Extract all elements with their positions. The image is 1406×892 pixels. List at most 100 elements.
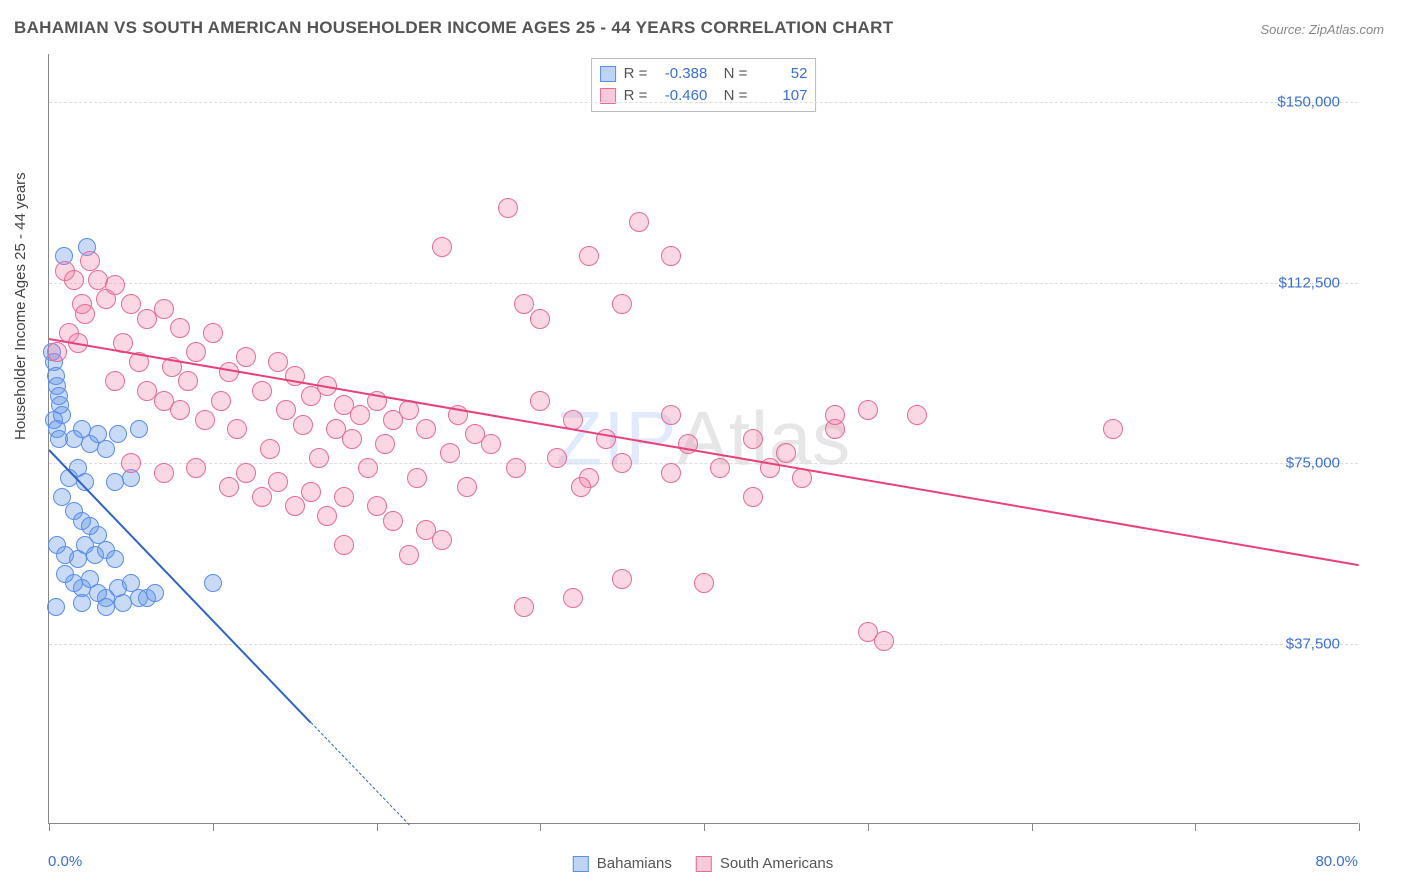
scatter-point-south_americans	[579, 246, 599, 266]
scatter-point-south_americans	[219, 477, 239, 497]
stats-r-value: -0.460	[655, 85, 707, 107]
scatter-point-south_americans	[563, 588, 583, 608]
scatter-point-south_americans	[186, 342, 206, 362]
x-tick	[49, 823, 50, 831]
x-tick	[1359, 823, 1360, 831]
scatter-point-south_americans	[743, 487, 763, 507]
scatter-point-south_americans	[506, 458, 526, 478]
x-axis-max-label: 80.0%	[1315, 853, 1358, 870]
scatter-point-south_americans	[276, 400, 296, 420]
scatter-point-bahamians	[109, 425, 127, 443]
legend-swatch	[573, 856, 589, 872]
scatter-point-south_americans	[612, 569, 632, 589]
scatter-point-south_americans	[105, 371, 125, 391]
scatter-point-bahamians	[204, 574, 222, 592]
gridline	[49, 102, 1358, 103]
scatter-point-south_americans	[530, 391, 550, 411]
scatter-point-south_americans	[457, 477, 477, 497]
scatter-point-south_americans	[874, 631, 894, 651]
scatter-point-south_americans	[75, 304, 95, 324]
chart-title: BAHAMIAN VS SOUTH AMERICAN HOUSEHOLDER I…	[14, 18, 893, 38]
scatter-point-south_americans	[661, 405, 681, 425]
scatter-point-south_americans	[268, 472, 288, 492]
stats-n-value: 52	[755, 63, 807, 85]
scatter-point-south_americans	[776, 443, 796, 463]
stats-r-label: R =	[624, 85, 648, 107]
scatter-point-south_americans	[514, 597, 534, 617]
scatter-point-south_americans	[285, 496, 305, 516]
scatter-point-south_americans	[170, 400, 190, 420]
stats-r-value: -0.388	[655, 63, 707, 85]
scatter-point-south_americans	[416, 419, 436, 439]
scatter-point-south_americans	[268, 352, 288, 372]
scatter-point-south_americans	[407, 468, 427, 488]
x-axis-min-label: 0.0%	[48, 853, 82, 870]
scatter-point-south_americans	[1103, 419, 1123, 439]
scatter-point-south_americans	[309, 448, 329, 468]
bottom-legend: Bahamians South Americans	[573, 855, 833, 872]
y-tick-label: $37,500	[1286, 635, 1340, 652]
scatter-point-south_americans	[547, 448, 567, 468]
gridline	[49, 283, 1358, 284]
scatter-point-south_americans	[154, 463, 174, 483]
x-tick	[1195, 823, 1196, 831]
scatter-point-south_americans	[383, 511, 403, 531]
legend-swatch	[696, 856, 712, 872]
scatter-point-south_americans	[432, 530, 452, 550]
scatter-point-south_americans	[481, 434, 501, 454]
x-tick	[1032, 823, 1033, 831]
scatter-point-south_americans	[186, 458, 206, 478]
scatter-point-south_americans	[367, 496, 387, 516]
y-axis-label: Householder Income Ages 25 - 44 years	[12, 172, 29, 440]
stats-n-label: N =	[715, 85, 747, 107]
scatter-point-south_americans	[154, 299, 174, 319]
scatter-point-south_americans	[293, 415, 313, 435]
legend-item-south_americans: South Americans	[696, 855, 833, 872]
scatter-point-bahamians	[106, 550, 124, 568]
stats-row-bahamians: R = -0.388 N = 52	[600, 63, 808, 85]
scatter-point-bahamians	[73, 594, 91, 612]
scatter-point-bahamians	[146, 584, 164, 602]
scatter-point-south_americans	[236, 463, 256, 483]
scatter-point-south_americans	[498, 198, 518, 218]
scatter-point-south_americans	[342, 429, 362, 449]
plot-area: ZIPAtlas R = -0.388 N = 52R = -0.460 N =…	[48, 54, 1358, 824]
scatter-point-south_americans	[227, 419, 247, 439]
scatter-point-south_americans	[743, 429, 763, 449]
x-tick	[213, 823, 214, 831]
y-tick-label: $75,000	[1286, 455, 1340, 472]
scatter-point-south_americans	[301, 482, 321, 502]
scatter-point-south_americans	[514, 294, 534, 314]
legend-label: South Americans	[720, 855, 833, 872]
scatter-point-south_americans	[252, 381, 272, 401]
scatter-point-south_americans	[661, 463, 681, 483]
legend-item-bahamians: Bahamians	[573, 855, 672, 872]
scatter-point-bahamians	[97, 440, 115, 458]
scatter-point-south_americans	[137, 381, 157, 401]
scatter-point-south_americans	[170, 318, 190, 338]
scatter-point-south_americans	[252, 487, 272, 507]
x-tick	[704, 823, 705, 831]
source-attribution: Source: ZipAtlas.com	[1260, 22, 1384, 37]
scatter-point-south_americans	[121, 453, 141, 473]
stats-r-label: R =	[624, 63, 648, 85]
y-tick-label: $112,500	[1279, 274, 1340, 291]
scatter-point-south_americans	[47, 342, 67, 362]
scatter-point-bahamians	[97, 598, 115, 616]
x-tick	[540, 823, 541, 831]
scatter-point-south_americans	[350, 405, 370, 425]
scatter-point-south_americans	[661, 246, 681, 266]
scatter-point-south_americans	[440, 443, 460, 463]
scatter-point-south_americans	[358, 458, 378, 478]
trend-line	[49, 338, 1359, 566]
trend-line-dashed	[311, 722, 410, 825]
scatter-point-south_americans	[612, 453, 632, 473]
scatter-point-south_americans	[178, 371, 198, 391]
scatter-point-bahamians	[47, 598, 65, 616]
scatter-point-south_americans	[195, 410, 215, 430]
y-tick-label: $150,000	[1277, 94, 1340, 111]
scatter-point-south_americans	[694, 573, 714, 593]
scatter-point-south_americans	[399, 545, 419, 565]
scatter-point-south_americans	[375, 434, 395, 454]
stats-row-south_americans: R = -0.460 N = 107	[600, 85, 808, 107]
